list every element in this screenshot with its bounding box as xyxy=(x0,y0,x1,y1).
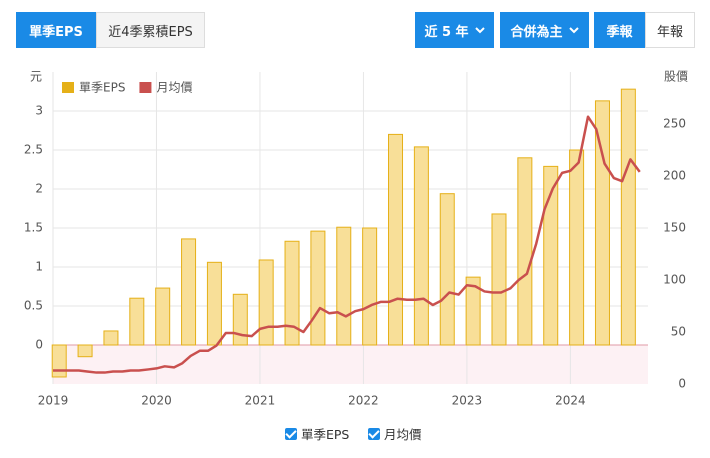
y2-tick-label: 250 xyxy=(663,117,686,131)
checkbox xyxy=(285,427,297,440)
bar xyxy=(206,261,222,346)
annual-btn[interactable]: 年報 xyxy=(645,12,695,48)
bar xyxy=(232,293,248,346)
bar xyxy=(362,227,378,346)
y2-tick-label: 0 xyxy=(678,377,686,391)
x-tick-label: 2024 xyxy=(555,394,586,408)
bar xyxy=(129,297,145,346)
toggle-eps[interactable]: 單季EPS xyxy=(285,424,349,443)
legend-label: 單季EPS xyxy=(79,81,125,95)
toggle-label: 月均價 xyxy=(384,427,422,442)
bar xyxy=(310,230,326,346)
toggle-price[interactable]: 月均價 xyxy=(368,424,422,443)
basis-text: 合併為主 xyxy=(510,24,563,40)
y2-tick-label: 200 xyxy=(663,169,686,183)
y-tick-label: 2.5 xyxy=(24,143,43,157)
bar xyxy=(388,133,404,346)
bar xyxy=(465,276,481,346)
chart: 元 股價 0 0.5 1 1.5 2 2.5 3 0 50 100 150 200 250 2019 202… xyxy=(24,70,688,408)
y2-tick-label: 100 xyxy=(663,273,686,287)
bar xyxy=(569,149,585,346)
price-line xyxy=(53,115,641,374)
bar xyxy=(620,88,636,346)
x-tick-label: 2021 xyxy=(245,394,276,408)
y-tick-label: 1 xyxy=(35,260,43,274)
bar xyxy=(258,259,274,346)
chevron xyxy=(474,26,485,33)
bar xyxy=(517,157,533,346)
bar xyxy=(413,146,429,346)
y2-tick-label: 150 xyxy=(663,221,686,235)
y2-axis-label: 股價 xyxy=(664,70,688,84)
y-tick-label: 0 xyxy=(35,338,43,352)
bar xyxy=(491,213,507,346)
legend-label: 月均價 xyxy=(156,81,192,95)
bar xyxy=(155,287,171,346)
legend-swatch xyxy=(139,82,152,93)
x-tick-label: 2022 xyxy=(348,394,379,408)
tab-eps-4q[interactable]: 近4季累積EPS xyxy=(96,12,205,48)
y-tick-label: 1.5 xyxy=(24,221,43,235)
bar xyxy=(51,344,67,378)
basis-dropdown[interactable]: 合併為主 xyxy=(500,12,589,48)
bar xyxy=(439,193,455,346)
bar xyxy=(77,344,93,358)
y-tick-label: 2 xyxy=(35,182,43,196)
x-tick-label: 2019 xyxy=(38,394,69,408)
bar xyxy=(181,238,197,346)
bar xyxy=(594,100,610,346)
negative-area xyxy=(53,345,648,384)
checkbox xyxy=(368,427,380,440)
x-tick-label: 2023 xyxy=(452,394,483,408)
y-tick-label: 0.5 xyxy=(24,299,43,313)
bar xyxy=(336,226,352,346)
x-tick-label: 2020 xyxy=(141,394,172,408)
bar xyxy=(543,165,559,346)
bar xyxy=(284,240,300,346)
bar xyxy=(103,330,119,346)
legend-swatch xyxy=(62,82,74,93)
range-text: 近 5 年 xyxy=(424,24,469,40)
y-axis-label: 元 xyxy=(30,70,42,84)
y2-tick-label: 50 xyxy=(671,325,686,339)
toggle-label: 單季EPS xyxy=(301,427,350,442)
range-dropdown[interactable]: 近 5 年 xyxy=(415,12,494,48)
quarterly-btn[interactable]: 季報 xyxy=(594,12,645,48)
chevron xyxy=(568,26,579,33)
y-tick-label: 3 xyxy=(35,104,43,118)
tab-eps[interactable]: 單季EPS xyxy=(16,12,96,48)
